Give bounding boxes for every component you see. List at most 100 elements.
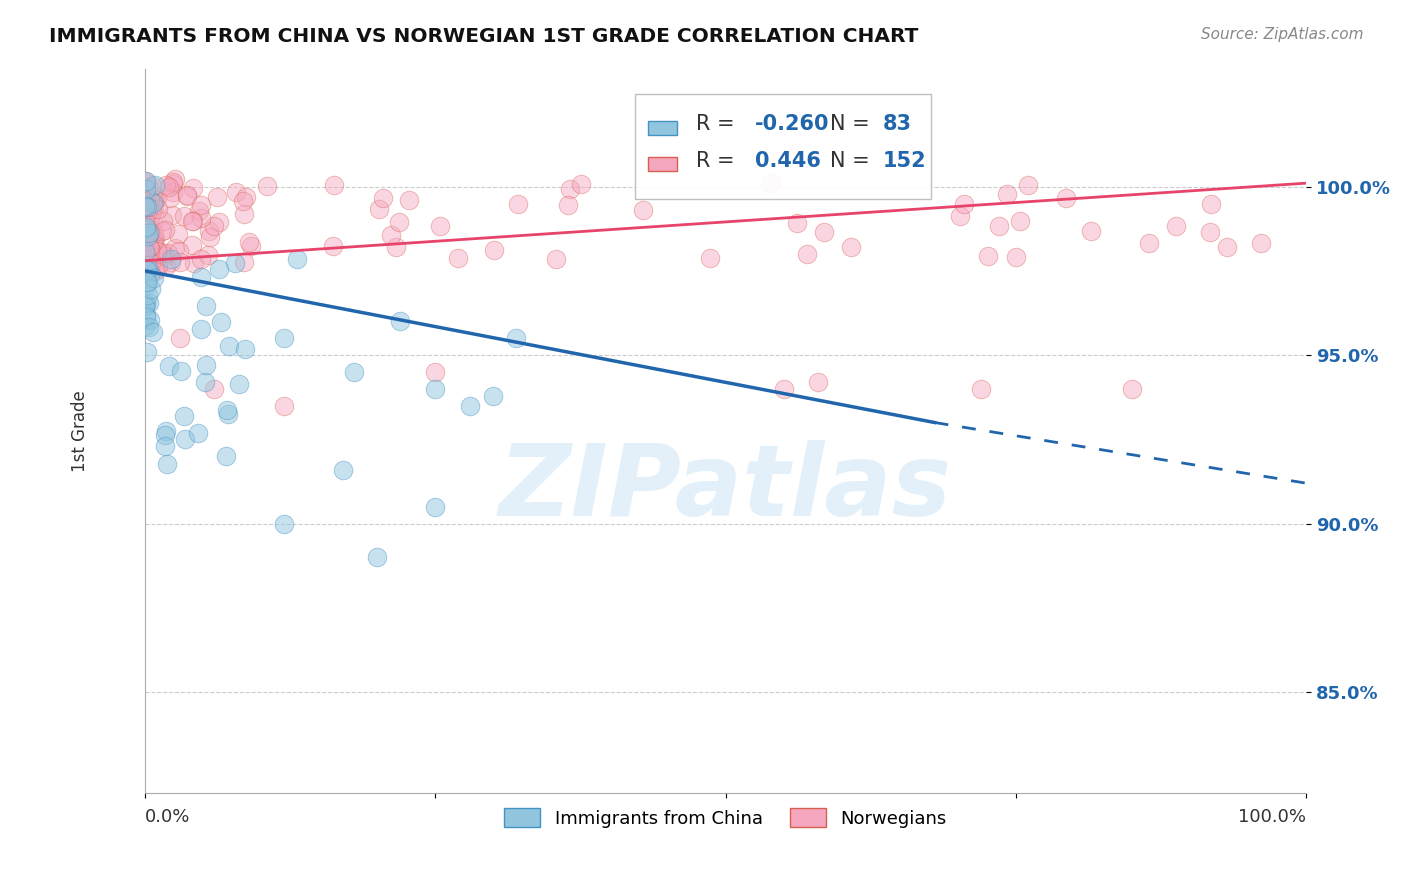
Point [169,255,191,269]
Point [146,191,169,205]
Point [143,195,166,210]
Point [142,200,165,214]
Point [425,500,447,514]
Point [190,252,212,266]
Point [156,246,179,260]
Point [176,187,198,202]
Point [332,463,354,477]
Text: IMMIGRANTS FROM CHINA VS NORWEGIAN 1ST GRADE CORRELATION CHART: IMMIGRANTS FROM CHINA VS NORWEGIAN 1ST G… [49,27,918,45]
Point [141,204,163,219]
Legend: Immigrants from China, Norwegians: Immigrants from China, Norwegians [498,801,955,835]
Point [190,270,212,285]
Point [141,178,163,193]
Point [508,197,530,211]
Point [176,189,198,203]
Point [138,263,160,277]
Point [143,248,166,262]
Point [136,263,159,277]
Point [167,227,190,241]
Point [138,319,160,334]
Point [134,185,156,199]
Point [1216,240,1239,254]
Point [558,182,581,196]
Point [139,282,162,296]
Point [385,239,408,253]
Point [228,377,250,392]
Point [153,222,176,236]
Point [150,224,173,238]
Point [204,382,226,396]
Point [1137,236,1160,251]
Point [1054,191,1077,205]
Point [135,182,157,196]
Point [232,194,254,209]
Point [139,221,162,235]
Point [138,226,160,240]
Point [323,178,346,192]
Point [429,219,451,234]
Point [239,238,262,252]
Point [139,262,162,277]
Point [134,221,156,235]
Point [138,200,160,214]
Point [138,240,160,254]
Point [233,255,256,269]
Point [136,345,159,359]
Point [217,407,239,421]
Point [139,194,162,208]
Point [202,219,225,234]
Point [181,181,204,195]
Point [1199,225,1222,239]
Point [190,211,212,225]
Text: R =: R = [696,114,735,135]
Point [544,252,567,267]
Point [139,225,162,239]
Point [134,278,156,293]
Point [173,209,195,223]
Point [136,263,159,277]
Point [138,181,160,195]
Point [273,516,295,531]
Point [1199,197,1222,211]
Text: R =: R = [696,151,735,170]
Point [187,203,209,218]
Point [190,198,212,212]
Point [136,263,159,277]
Point [134,198,156,212]
Point [183,256,205,270]
Point [155,249,177,263]
Point [139,312,162,326]
Point [807,375,830,389]
Point [187,425,209,440]
Point [970,382,993,396]
FancyBboxPatch shape [636,94,931,199]
Point [135,309,157,323]
Point [159,252,181,266]
Point [162,175,184,189]
Point [167,244,190,259]
Point [136,226,159,240]
Point [139,268,162,282]
Point [146,260,169,275]
Point [134,174,156,188]
Point [343,365,366,379]
Y-axis label: 1st Grade: 1st Grade [72,390,89,472]
Text: 0.446: 0.446 [755,151,821,170]
Point [163,241,186,255]
Point [134,299,156,313]
Point [1121,382,1143,396]
Point [215,449,238,463]
Point [143,178,166,192]
Point [134,244,156,259]
Point [135,199,157,213]
Point [135,200,157,214]
Point [142,196,165,211]
Point [631,202,654,217]
Point [136,288,159,302]
Point [135,238,157,252]
Point [1008,214,1031,228]
Point [368,202,391,216]
Point [197,224,219,238]
Point [135,297,157,311]
Point [482,388,505,402]
